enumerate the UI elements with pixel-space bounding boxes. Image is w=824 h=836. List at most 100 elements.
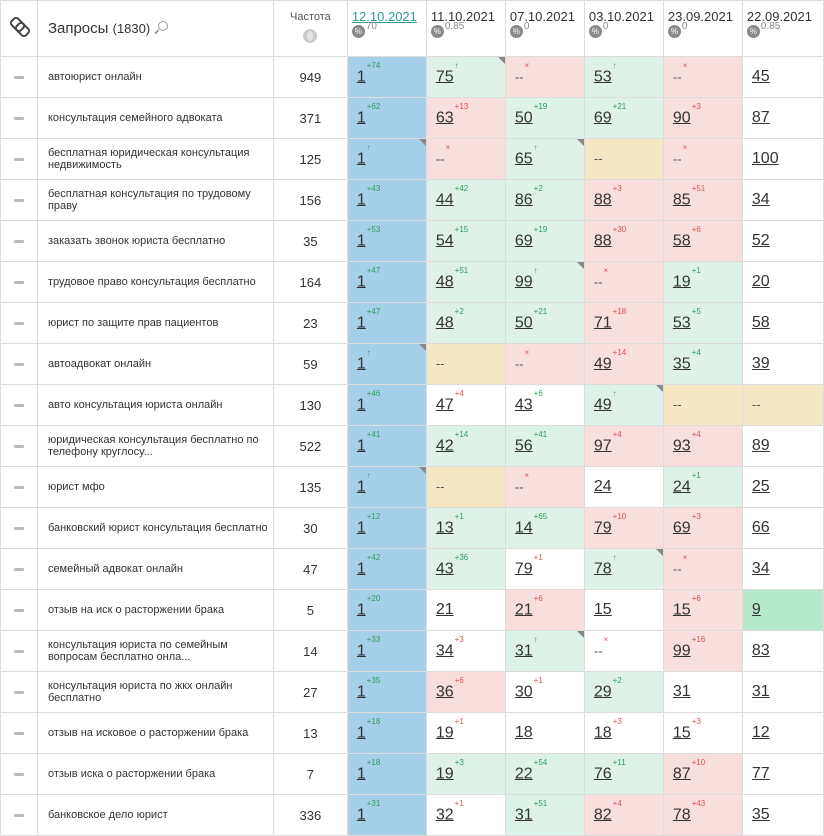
position-value[interactable]: 77 xyxy=(751,765,770,782)
position-cell[interactable]: --× xyxy=(504,466,585,508)
position-cell[interactable]: 87 xyxy=(741,97,824,139)
position-value[interactable]: 97 xyxy=(593,437,612,455)
position-value[interactable]: 65 xyxy=(514,150,533,168)
position-cell[interactable]: 1+46 xyxy=(346,384,427,426)
position-cell[interactable]: 31 xyxy=(662,671,743,713)
row-dash-cell[interactable] xyxy=(0,261,38,303)
position-value[interactable]: 1 xyxy=(356,765,366,783)
row-dash-cell[interactable] xyxy=(0,97,38,139)
position-cell[interactable]: 1↑ xyxy=(346,466,427,508)
position-cell[interactable]: 30+1 xyxy=(504,671,585,713)
position-cell[interactable]: 93+4 xyxy=(662,425,743,467)
position-cell[interactable]: 85+51 xyxy=(662,179,743,221)
position-cell[interactable]: 53↑ xyxy=(583,56,664,98)
position-value[interactable]: 9 xyxy=(751,601,761,618)
position-cell[interactable]: 1↑ xyxy=(346,343,427,385)
position-value[interactable]: 1 xyxy=(356,724,366,742)
position-value[interactable]: 35 xyxy=(751,806,770,823)
position-cell[interactable]: 82+4 xyxy=(583,794,664,836)
position-cell[interactable]: 76+11 xyxy=(583,753,664,795)
position-cell[interactable]: --× xyxy=(662,56,743,98)
position-value[interactable]: 99 xyxy=(514,273,533,291)
position-value[interactable]: 52 xyxy=(751,232,770,249)
position-cell[interactable]: 1+42 xyxy=(346,548,427,590)
position-value[interactable]: 69 xyxy=(593,109,612,127)
position-cell[interactable]: 34 xyxy=(741,179,824,221)
position-value[interactable]: 63 xyxy=(435,109,454,127)
date-label[interactable]: 03.10.2021 xyxy=(588,9,654,24)
position-value[interactable]: 43 xyxy=(435,560,454,578)
position-cell[interactable]: 20 xyxy=(741,261,824,303)
position-cell[interactable]: 75↑ xyxy=(425,56,506,98)
position-value[interactable]: 58 xyxy=(672,232,691,250)
position-value[interactable]: 47 xyxy=(435,396,454,414)
position-cell[interactable]: 15+3 xyxy=(662,712,743,754)
dash-icon[interactable] xyxy=(13,690,24,694)
position-cell[interactable]: --× xyxy=(504,343,585,385)
position-cell[interactable]: 19+1 xyxy=(425,712,506,754)
position-value[interactable]: 56 xyxy=(514,437,533,455)
dash-icon[interactable] xyxy=(13,116,24,120)
position-cell[interactable]: 24+1 xyxy=(662,466,743,508)
position-cell[interactable]: 39 xyxy=(741,343,824,385)
position-value[interactable]: 29 xyxy=(593,683,612,701)
position-value[interactable]: 1 xyxy=(356,150,366,168)
link-icon[interactable] xyxy=(11,18,27,34)
position-value[interactable]: 1 xyxy=(356,642,366,660)
position-cell[interactable]: 83 xyxy=(741,630,824,672)
position-value[interactable]: 25 xyxy=(751,478,770,495)
position-cell[interactable]: 43+36 xyxy=(425,548,506,590)
position-value[interactable]: 31 xyxy=(751,683,770,700)
position-cell[interactable]: 1+33 xyxy=(346,630,427,672)
row-dash-cell[interactable] xyxy=(0,507,38,549)
position-cell[interactable]: 13+1 xyxy=(425,507,506,549)
position-value[interactable]: 83 xyxy=(751,642,770,659)
row-dash-cell[interactable] xyxy=(0,56,38,98)
position-cell[interactable]: 44+42 xyxy=(425,179,506,221)
position-value[interactable]: 12 xyxy=(751,724,770,741)
position-value[interactable]: 1 xyxy=(356,437,366,455)
position-cell[interactable]: --× xyxy=(662,548,743,590)
position-cell[interactable]: 69+21 xyxy=(583,97,664,139)
position-value[interactable]: 31 xyxy=(514,806,533,824)
position-value[interactable]: 1 xyxy=(356,519,366,537)
position-cell[interactable]: 19+3 xyxy=(425,753,506,795)
position-value[interactable]: 19 xyxy=(435,724,454,742)
row-dash-cell[interactable] xyxy=(0,425,38,467)
position-cell[interactable]: 1+62 xyxy=(346,97,427,139)
row-dash-cell[interactable] xyxy=(0,343,38,385)
position-cell[interactable]: 24 xyxy=(583,466,664,508)
position-value[interactable]: 53 xyxy=(672,314,691,332)
position-value[interactable]: 36 xyxy=(435,683,454,701)
position-value[interactable]: 1 xyxy=(356,232,366,250)
position-value[interactable]: 71 xyxy=(593,314,612,332)
dash-icon[interactable] xyxy=(13,239,24,243)
position-cell[interactable]: 77 xyxy=(741,753,824,795)
position-cell[interactable]: -- xyxy=(662,384,743,426)
position-cell[interactable]: 1+43 xyxy=(346,179,427,221)
position-cell[interactable]: 31+51 xyxy=(504,794,585,836)
position-cell[interactable]: 15+6 xyxy=(662,589,743,631)
date-column-header[interactable]: 22.09.2021 % 0.85 xyxy=(741,0,824,57)
row-dash-cell[interactable] xyxy=(0,302,38,344)
position-value[interactable]: 30 xyxy=(514,683,533,701)
position-cell[interactable]: 97+4 xyxy=(583,425,664,467)
position-value[interactable]: 1 xyxy=(356,560,366,578)
position-value[interactable]: 18 xyxy=(514,724,533,741)
position-cell[interactable]: -- xyxy=(583,138,664,180)
dash-icon[interactable] xyxy=(13,403,24,407)
link-column-header[interactable] xyxy=(0,0,38,57)
position-cell[interactable]: 1+20 xyxy=(346,589,427,631)
position-cell[interactable]: 31 xyxy=(741,671,824,713)
position-cell[interactable]: 49+14 xyxy=(583,343,664,385)
position-value[interactable]: 1 xyxy=(356,191,366,209)
position-cell[interactable]: 48+2 xyxy=(425,302,506,344)
position-cell[interactable]: 43+6 xyxy=(504,384,585,426)
position-cell[interactable]: 89 xyxy=(741,425,824,467)
row-dash-cell[interactable] xyxy=(0,179,38,221)
position-value[interactable]: 75 xyxy=(435,68,454,86)
position-cell[interactable]: --× xyxy=(583,630,664,672)
position-cell[interactable]: 1+35 xyxy=(346,671,427,713)
position-value[interactable]: 32 xyxy=(435,806,454,824)
position-cell[interactable]: 66 xyxy=(741,507,824,549)
